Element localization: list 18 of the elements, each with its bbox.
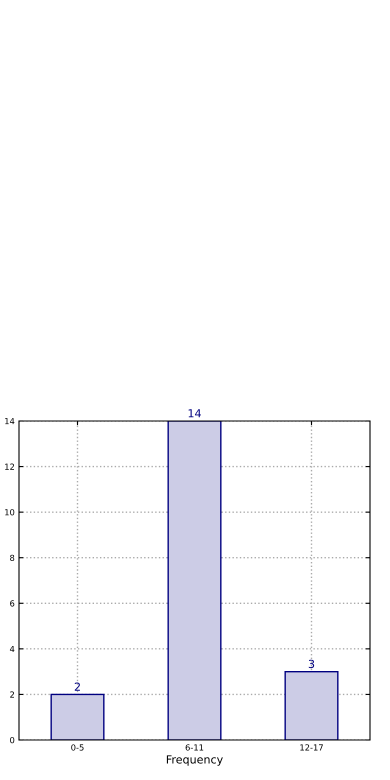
y-tick-label: 8 bbox=[10, 554, 14, 561]
bar bbox=[167, 421, 222, 740]
data-label: 3 bbox=[308, 660, 314, 668]
x-tick-label: 12-17 bbox=[300, 744, 323, 750]
x-axis-title: Frequency bbox=[166, 755, 223, 766]
y-tick-label: 4 bbox=[10, 646, 14, 652]
y-tick-label: 2 bbox=[10, 691, 14, 698]
bar bbox=[284, 670, 339, 740]
data-label: 2 bbox=[74, 682, 80, 691]
y-tick-label: 0 bbox=[10, 736, 14, 744]
y-tick-label: 6 bbox=[10, 600, 14, 607]
y-tick-label: 10 bbox=[5, 509, 14, 516]
data-label: 14 bbox=[188, 409, 201, 418]
x-tick-label: 0-5 bbox=[71, 744, 84, 751]
x-tick-label: 6-11 bbox=[186, 744, 204, 751]
y-tick-label: 14 bbox=[5, 418, 14, 424]
y-tick-label: 12 bbox=[5, 464, 14, 470]
bar bbox=[50, 694, 105, 740]
